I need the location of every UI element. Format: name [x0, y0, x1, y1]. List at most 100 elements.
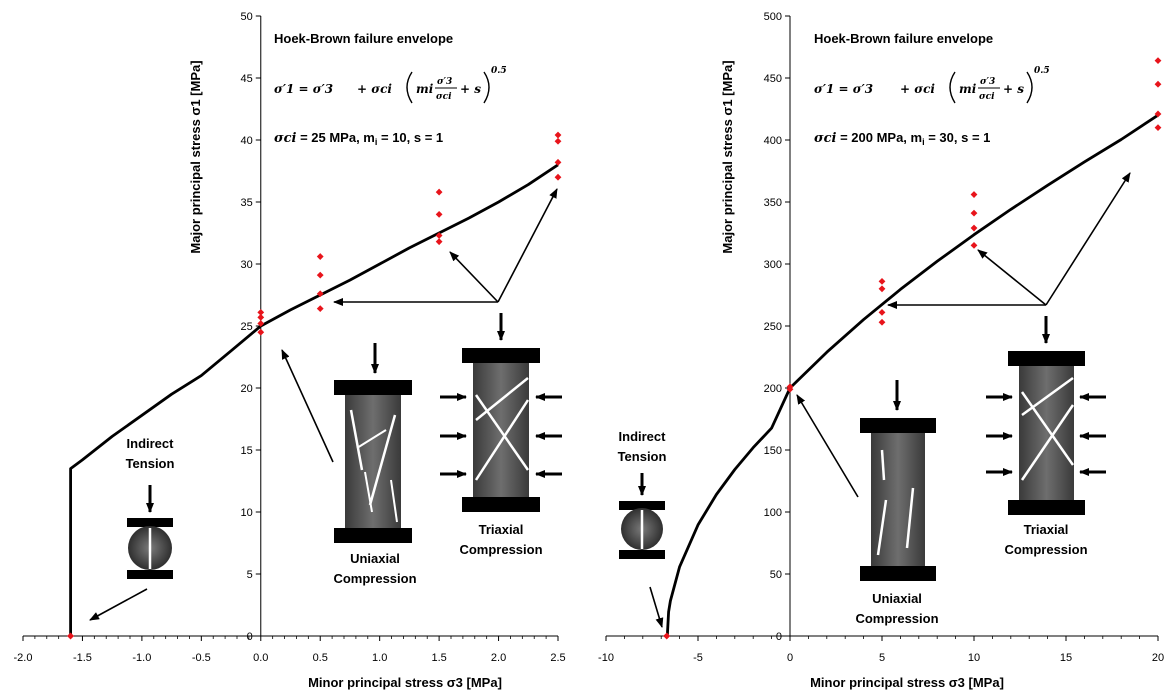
left-ucs-bottom-plate — [334, 528, 412, 543]
right-indirect-label: Indirect — [619, 429, 667, 444]
left-y-tick-label: 0 — [247, 631, 253, 643]
right-ucs-top-plate — [860, 418, 936, 433]
left-tension-label: Tension — [126, 456, 175, 471]
right-pointer-arrow — [977, 249, 1047, 306]
left-pointer-arrow — [449, 251, 499, 303]
left-axes — [22, 15, 559, 641]
right-y-tick-label: 300 — [764, 259, 782, 271]
left-ucs-crack — [349, 409, 364, 471]
left-data-point — [316, 271, 324, 279]
left-eq-m: mi — [416, 82, 434, 96]
right-eq-frac-den: σci — [979, 92, 995, 102]
left-eq-lhs: σ′1 = σ′3 — [274, 82, 333, 96]
right-eq-plus-s: + s — [1003, 82, 1024, 96]
right-x-tick-label: 15 — [1060, 652, 1072, 664]
right-data-point — [1154, 80, 1162, 88]
right-data-point — [970, 242, 978, 249]
right-axes — [605, 15, 1159, 641]
left-x-tick-label: -2.0 — [14, 652, 33, 664]
left-y-tick-label: 5 — [247, 569, 253, 581]
right-brazilian-disc-illustration — [619, 473, 665, 559]
left-eq-paren-close — [483, 71, 490, 104]
right-eq-m: mi — [959, 82, 977, 96]
left-y-tick-label: 50 — [241, 11, 253, 23]
right-triax-bottom-plate — [1008, 500, 1085, 515]
left-y-tick-label: 15 — [241, 445, 253, 457]
left-x-tick-label: 0.0 — [253, 652, 268, 664]
right-eq-paren-close — [1026, 71, 1033, 104]
left-disc-top-plate — [127, 518, 173, 527]
left-y-tick-label: 35 — [241, 197, 253, 209]
left-envelope-curve — [69, 163, 559, 636]
right-x-tick-label: 10 — [968, 652, 980, 664]
right-uniaxial-compression-label: Compression — [855, 611, 938, 626]
left-data-point — [257, 313, 265, 321]
left-triax-bottom-plate — [462, 497, 540, 512]
left-data-point — [67, 632, 74, 640]
left-x-tick-label: -0.5 — [192, 652, 211, 664]
left-data-point — [257, 308, 265, 316]
right-pointer-arrow — [649, 586, 664, 628]
left-uniaxial-label: Uniaxial — [350, 551, 400, 566]
left-tick-labels: -2.0 -1.5 -1.0 -0.5 0.0 0.5 1.0 1.5 2.0 2.5 0 5 10 15… — [14, 11, 566, 664]
right-y-tick-label: 150 — [764, 445, 782, 457]
left-pointer-arrow — [281, 349, 334, 463]
right-chart-title: Hoek-Brown failure envelope — [814, 31, 993, 46]
left-x-tick-label: 0.5 — [313, 652, 328, 664]
left-data-points — [67, 131, 562, 640]
left-disc-bottom-plate — [127, 570, 173, 579]
right-ucs-crack — [876, 499, 888, 556]
left-eq-exponent: 0.5 — [491, 66, 507, 76]
left-data-point — [554, 131, 562, 139]
left-triaxial-compression-label: Compression — [459, 542, 542, 557]
right-y-tick-label: 400 — [764, 135, 782, 147]
left-data-point — [554, 137, 562, 145]
left-x-tick-label: 2.0 — [491, 652, 506, 664]
right-triax-crack — [1020, 391, 1075, 466]
left-pointer-arrow — [89, 588, 148, 621]
right-x-tick-label: -5 — [693, 652, 703, 664]
right-uniaxial-illustration — [860, 380, 936, 581]
right-triax-specimen — [1019, 366, 1074, 500]
right-pointer-arrow — [796, 394, 859, 498]
right-y-tick-label: 450 — [764, 73, 782, 85]
left-envelope-line — [69, 163, 559, 636]
right-x-tick-label: -10 — [598, 652, 614, 664]
right-eq-frac-num: σ′3 — [980, 77, 995, 87]
left-x-tick-label: 2.5 — [550, 652, 565, 664]
left-x-tick-label: 1.0 — [372, 652, 387, 664]
left-parameters: σci = 25 MPa, mi = 10, s = 1 — [274, 130, 443, 147]
left-brazilian-disc-illustration — [127, 485, 173, 579]
left-data-point — [435, 238, 443, 246]
right-data-point — [970, 224, 978, 232]
right-envelope-line — [665, 114, 1159, 637]
right-data-point — [663, 632, 671, 640]
left-data-point — [435, 232, 443, 239]
right-y-tick-label: 0 — [776, 631, 782, 643]
left-y-tick-label: 20 — [241, 383, 253, 395]
right-data-point — [878, 308, 886, 316]
right-y-tick-label: 500 — [764, 11, 782, 23]
left-indirect-label: Indirect — [127, 436, 175, 451]
left-equation: σ′1 = σ′3 + σci mi σ′3 σci + s 0.5 — [274, 66, 507, 104]
right-y-tick-label: 350 — [764, 197, 782, 209]
right-ucs-crack — [880, 449, 886, 481]
right-data-point — [1154, 110, 1162, 118]
left-y-tick-label: 10 — [241, 507, 253, 519]
left-chart-title: Hoek-Brown failure envelope — [274, 31, 453, 46]
right-envelope-curve — [665, 114, 1159, 637]
right-y-tick-label: 250 — [764, 321, 782, 333]
left-eq-paren-open — [406, 71, 413, 104]
left-x-tick-label: -1.5 — [73, 652, 92, 664]
left-y-tick-label: 45 — [241, 73, 253, 85]
right-data-points — [663, 57, 1162, 640]
right-x-tick-label: 20 — [1152, 652, 1164, 664]
right-data-point — [878, 318, 886, 326]
left-ucs-top-plate — [334, 380, 412, 395]
right-triax-crack — [1021, 376, 1074, 417]
right-data-point — [878, 285, 886, 293]
right-data-point — [1154, 57, 1162, 65]
left-eq-plus-s: + s — [460, 82, 481, 96]
right-data-point — [786, 383, 794, 391]
